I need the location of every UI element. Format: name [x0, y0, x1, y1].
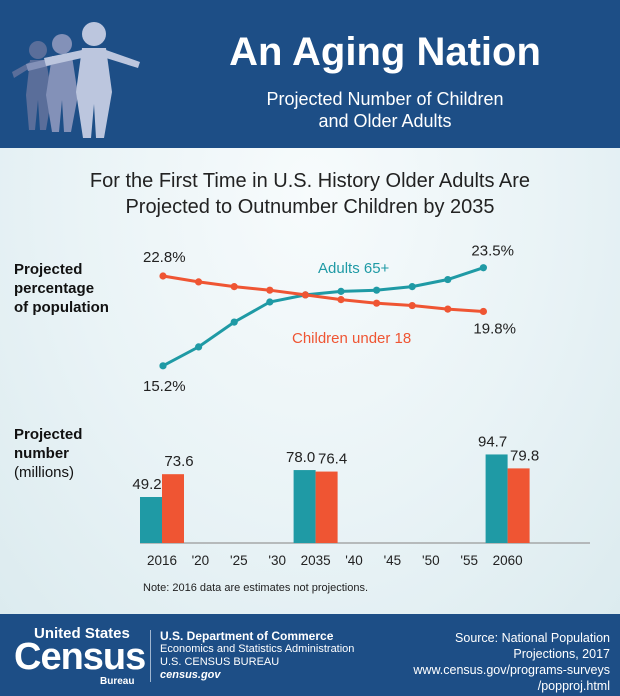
children-value-2016: 73.6	[164, 453, 193, 470]
adults-point-2040	[337, 287, 345, 295]
dept-line-1: U.S. Department of Commerce	[160, 629, 334, 643]
adults-65-line	[162, 266, 484, 368]
children-point-2045	[373, 299, 381, 307]
adults-point-2060	[479, 264, 487, 272]
adults-value-2060: 94.7	[478, 433, 507, 450]
x-tick-9: 2060	[493, 553, 523, 568]
headline: For the First Time in U.S. History Older…	[20, 168, 600, 220]
footer-banner	[0, 614, 620, 696]
bar-ylabel-line-2: number	[14, 445, 70, 462]
children-start-label: 22.8%	[143, 249, 186, 266]
line-chart-ylabel: Projected percentage of population	[14, 260, 109, 317]
logo-line-2: Census	[14, 636, 146, 678]
headline-line-2: Projected to Outnumber Children by 2035	[125, 196, 495, 218]
census-logo: United States Census Bureau	[12, 622, 146, 690]
adults-point-2025	[230, 318, 238, 326]
x-tick-4: 2035	[301, 553, 331, 568]
children-value-2060: 79.8	[510, 447, 539, 464]
x-tick-1: '20	[192, 553, 210, 568]
source-info: Source: National Population Projections,…	[370, 630, 610, 694]
people-figures-icon	[12, 22, 140, 138]
adults-start-label: 15.2%	[143, 378, 186, 395]
chart-canvas: 22.8% 15.2% 23.5% 19.8% Adults 65+ Children u…	[132, 243, 590, 568]
children-point-2030	[266, 286, 274, 294]
children-under-18-line	[162, 274, 484, 313]
children-point-2060	[479, 307, 487, 316]
footer-divider	[150, 630, 151, 682]
subtitle-line-1: Projected Number of Children	[266, 89, 504, 109]
children-point-2055	[444, 305, 452, 313]
adults-series-label: Adults 65+	[318, 260, 390, 277]
ylabel-line-2: percentage	[14, 280, 95, 297]
adults-point-2020	[195, 343, 203, 351]
source-line-1: Source: National Population	[455, 631, 610, 645]
children-point-2040	[337, 296, 345, 304]
adults-point-2030	[266, 298, 274, 306]
source-url-2[interactable]: /popproj.html	[537, 679, 610, 693]
children-point-2050	[408, 301, 416, 310]
page-subtitle: Projected Number of Children and Older A…	[150, 88, 620, 132]
x-tick-5: '40	[345, 553, 363, 568]
adults-bar-2060	[485, 454, 508, 543]
adults-point-2016	[159, 362, 167, 370]
children-end-label: 19.8%	[473, 320, 516, 337]
x-tick-0: 2016	[147, 553, 177, 568]
bar-ylabel-line-1: Projected	[14, 426, 83, 443]
adults-end-label: 23.5%	[471, 243, 514, 260]
x-tick-6: '45	[384, 553, 402, 568]
adults-bar-2035	[293, 470, 316, 543]
source-url-1[interactable]: www.census.gov/programs-surveys	[413, 663, 610, 677]
x-tick-8: '55	[460, 553, 478, 568]
children-point-2016	[159, 272, 167, 280]
adults-value-2035: 78.0	[286, 449, 315, 466]
bar-ylabel-line-3: (millions)	[14, 464, 74, 481]
children-value-2035: 76.4	[318, 451, 347, 468]
department-info: U.S. Department of Commerce Economics an…	[160, 630, 354, 682]
children-bar-2016	[162, 474, 184, 543]
adults-value-2016: 49.2	[132, 476, 161, 493]
adults-point-2045	[373, 286, 381, 294]
footnote: Note: 2016 data are estimates not projec…	[143, 582, 369, 594]
children-point-2035	[301, 291, 309, 299]
page-title: An Aging Nation	[229, 30, 541, 74]
x-tick-3: '30	[268, 553, 286, 568]
bar-chart-ylabel: Projected number (millions)	[14, 425, 82, 482]
adults-point-2050	[408, 283, 416, 291]
children-bar-2060	[507, 468, 530, 543]
x-tick-7: '50	[422, 553, 440, 568]
x-tick-2: '25	[230, 553, 248, 568]
children-bar-2035	[315, 471, 338, 543]
headline-line-1: For the First Time in U.S. History Older…	[89, 170, 531, 192]
adults-point-2055	[444, 275, 452, 284]
subtitle-line-2: and Older Adults	[318, 111, 452, 131]
dept-line-3: U.S. CENSUS BUREAU	[160, 656, 280, 668]
logo-line-3: Bureau	[100, 676, 135, 687]
dept-link[interactable]: census.gov	[160, 669, 221, 681]
dept-line-2: Economics and Statistics Administration	[160, 643, 355, 655]
children-series-label: Children under 18	[292, 330, 411, 347]
source-line-2: Projections, 2017	[513, 647, 610, 661]
ylabel-line-1: Projected	[14, 261, 83, 278]
ylabel-line-3: of population	[14, 299, 109, 316]
children-point-2025	[230, 283, 238, 291]
logo-line-1: United States	[34, 625, 130, 642]
children-point-2020	[195, 278, 203, 286]
adults-bar-2016	[140, 496, 162, 543]
